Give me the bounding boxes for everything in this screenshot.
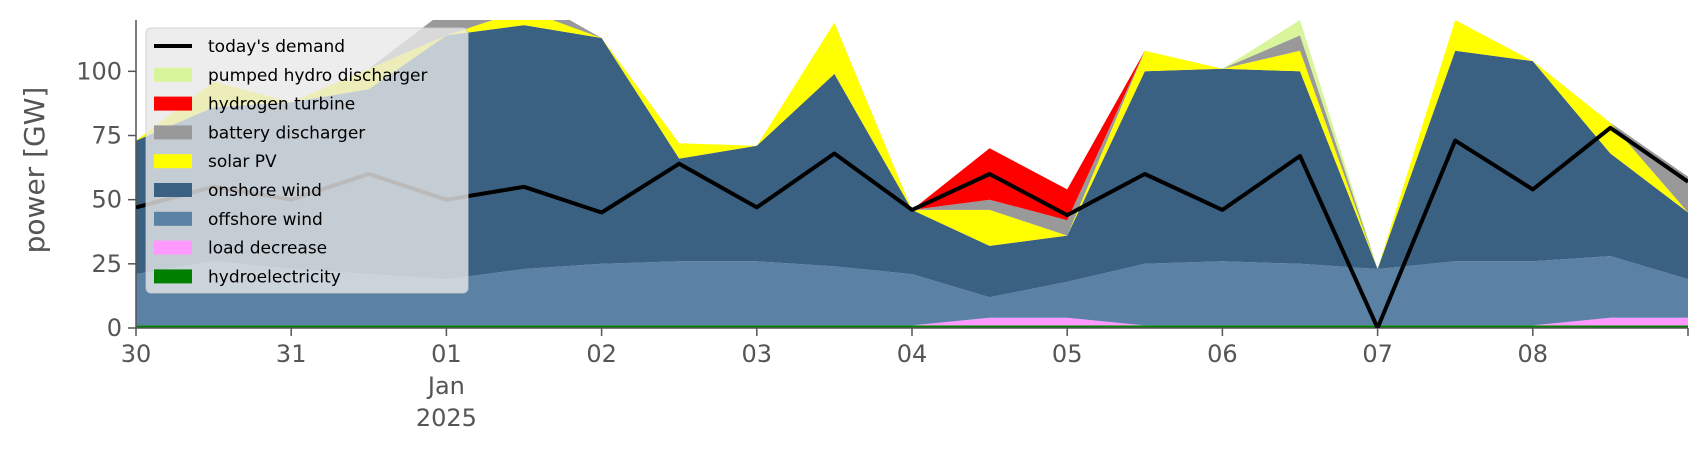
x-tick-label: 05 (1052, 340, 1083, 368)
y-tick-label: 75 (91, 122, 122, 150)
legend-item-today-s-demand: today's demand (154, 37, 345, 57)
x-tick-label: 03 (742, 340, 773, 368)
y-tick-label: 0 (107, 314, 122, 342)
x-tick-label: 01 (431, 340, 462, 368)
y-tick-label: 100 (76, 57, 122, 85)
legend-item-pumped-hydro-discharger: pumped hydro discharger (154, 66, 427, 86)
legend-item-offshore-wind: offshore wind (154, 210, 323, 230)
legend-label: offshore wind (208, 210, 323, 230)
legend-item-hydroelectricity: hydroelectricity (154, 267, 341, 287)
x-tick-label: Jan (426, 372, 465, 400)
legend-label: battery discharger (208, 123, 365, 143)
legend-swatch (154, 154, 192, 169)
y-axis-title: power [GW] (18, 87, 51, 254)
legend-item-load-decrease: load decrease (154, 239, 327, 259)
legend-label: hydrogen turbine (208, 95, 355, 115)
x-axis: 30 31 01 Jan 2025 02 03 04 05 06 07 08 (121, 327, 1689, 432)
stacked-area-layer (136, 20, 1688, 328)
area-offshore-wind (136, 256, 1688, 326)
legend: today's demand pumped hydro discharger hyd… (145, 27, 469, 294)
legend-frame (145, 27, 469, 294)
legend-item-solar-pv: solar PV (154, 152, 277, 172)
legend-swatch (154, 96, 192, 111)
legend-item-hydrogen-turbine: hydrogen turbine (154, 95, 355, 115)
x-tick-label: 08 (1518, 340, 1549, 368)
legend-swatch (154, 211, 192, 226)
legend-swatch (154, 67, 192, 82)
legend-swatch (154, 125, 192, 140)
legend-label: onshore wind (208, 181, 322, 201)
legend-item-onshore-wind: onshore wind (154, 181, 322, 201)
y-tick-label: 50 (91, 186, 122, 214)
x-tick-label: 31 (276, 340, 307, 368)
legend-label: solar PV (208, 152, 277, 172)
x-tick-label: 06 (1207, 340, 1238, 368)
legend-label: hydroelectricity (208, 267, 341, 287)
y-tick-label: 25 (91, 250, 122, 278)
legend-label: load decrease (208, 239, 327, 259)
legend-swatch (154, 183, 192, 197)
legend-swatch (154, 269, 192, 284)
x-tick-label: 30 (121, 340, 152, 368)
x-tick-label: 2025 (416, 404, 477, 432)
legend-label: today's demand (208, 37, 345, 57)
legend-label: pumped hydro discharger (208, 66, 427, 86)
legend-item-battery-discharger: battery discharger (154, 123, 365, 143)
x-tick-label: 07 (1362, 340, 1393, 368)
y-axis: 0 25 50 75 100 (76, 20, 137, 342)
area-onshore-wind (136, 25, 1688, 298)
x-tick-label: 04 (897, 340, 928, 368)
x-tick-label: 02 (586, 340, 617, 368)
legend-swatch (154, 240, 192, 255)
